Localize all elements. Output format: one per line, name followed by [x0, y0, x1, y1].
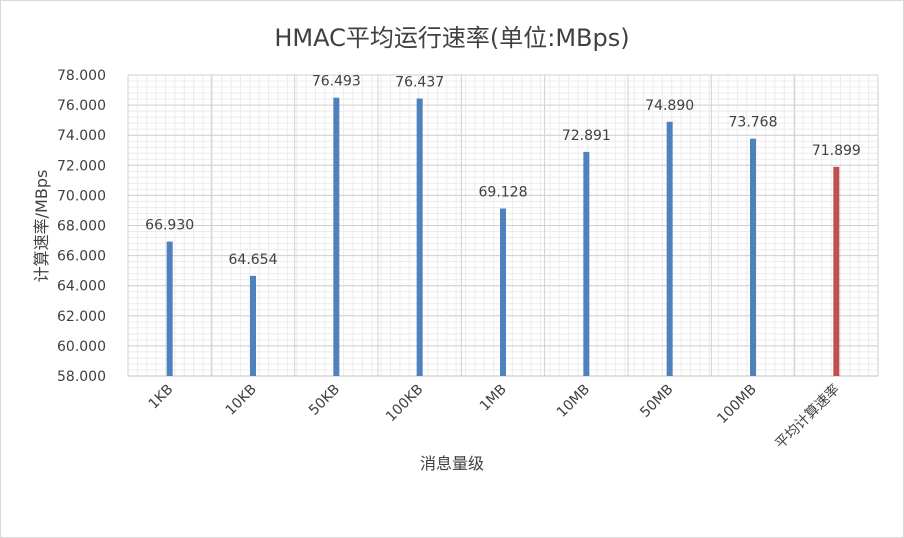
- x-tick-label: 100KB: [383, 382, 426, 425]
- bar: [166, 241, 173, 376]
- x-tick-label: 1KB: [146, 382, 177, 413]
- bar: [583, 151, 590, 376]
- y-tick-label: 70.000: [57, 188, 106, 204]
- data-label: 69.128: [479, 185, 528, 201]
- data-label: 72.891: [562, 128, 611, 144]
- y-tick-label: 66.000: [57, 249, 106, 265]
- y-tick-label: 76.000: [57, 98, 106, 114]
- x-tick-label: 50KB: [306, 382, 343, 419]
- y-tick-label: 72.000: [57, 158, 106, 174]
- y-tick-label: 64.000: [57, 279, 106, 295]
- bars: [166, 97, 840, 377]
- x-tick-label: 100MB: [714, 382, 760, 428]
- y-tick-label: 62.000: [57, 309, 106, 325]
- data-label: 73.768: [729, 115, 778, 131]
- data-labels: 66.930 64.654 76.493 76.437 69.128 72.891 74.8…: [145, 74, 861, 268]
- x-tick-label: 50MB: [637, 382, 676, 421]
- bar: [416, 98, 423, 377]
- x-axis-ticks: 1KB 10KB 50KB 100KB 1MB 10MB 50MB 100MB 平均计算速率: [146, 381, 844, 452]
- y-axis-ticks: 58.000 60.000 62.000 64.000 66.000 68.000 70.0…: [57, 68, 106, 385]
- bar: [333, 97, 340, 376]
- x-tick-label: 10KB: [223, 382, 260, 419]
- y-tick-label: 58.000: [57, 369, 106, 385]
- bar: [833, 166, 840, 376]
- data-label: 71.899: [812, 143, 861, 159]
- y-tick-label: 60.000: [57, 339, 106, 355]
- x-tick-label: 10MB: [554, 382, 593, 421]
- data-label: 64.654: [229, 252, 278, 268]
- bar: [500, 208, 506, 376]
- x-tick-label: 1MB: [477, 382, 510, 415]
- x-tick-label: 平均计算速率: [772, 381, 843, 452]
- bar: [666, 121, 673, 376]
- data-label: 74.890: [645, 98, 694, 114]
- x-axis-label: 消息量级: [419, 454, 484, 473]
- bar: [750, 138, 756, 376]
- data-label: 76.437: [395, 75, 444, 91]
- y-tick-label: 74.000: [57, 128, 106, 144]
- y-tick-label: 68.000: [57, 219, 106, 235]
- data-label: 66.930: [145, 218, 194, 234]
- bar: [250, 275, 256, 376]
- data-label: 76.493: [312, 74, 361, 90]
- chart-title: HMAC平均运行速率(单位:MBps): [274, 24, 630, 52]
- y-tick-label: 78.000: [57, 68, 106, 84]
